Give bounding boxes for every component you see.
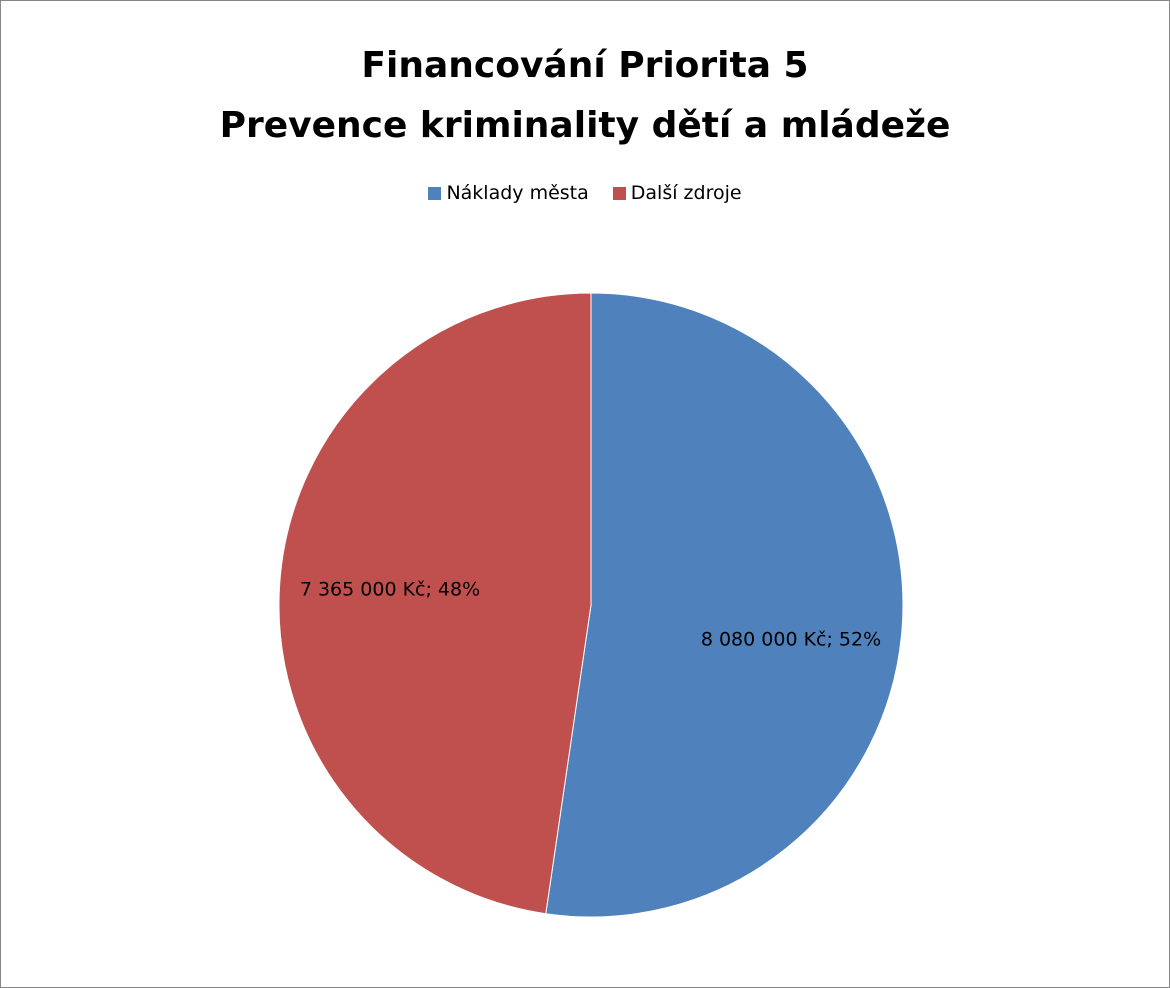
data-label-naklady-mesta: 8 080 000 Kč; 52% <box>701 629 881 651</box>
pie-slice-naklady-mesta <box>545 292 904 918</box>
legend-item-naklady-mesta: Náklady města <box>428 182 589 204</box>
data-label-dalsi-zdroje: 7 365 000 Kč; 48% <box>300 579 480 601</box>
chart-title-line-1: Financování Priorita 5 <box>361 45 809 86</box>
legend-label-dalsi-zdroje: Další zdroje <box>630 182 742 204</box>
legend-item-dalsi-zdroje: Další zdroje <box>612 182 742 204</box>
legend-swatch-naklady-mesta <box>428 186 442 200</box>
legend-swatch-dalsi-zdroje <box>612 186 626 200</box>
legend-label-naklady-mesta: Náklady města <box>446 182 589 204</box>
pie-slice-dalsi-zdroje <box>278 292 592 915</box>
chart-legend: Náklady města Další zdroje <box>1 182 1169 204</box>
chart-title-line-2: Prevence kriminality dětí a mládeže <box>219 105 951 146</box>
